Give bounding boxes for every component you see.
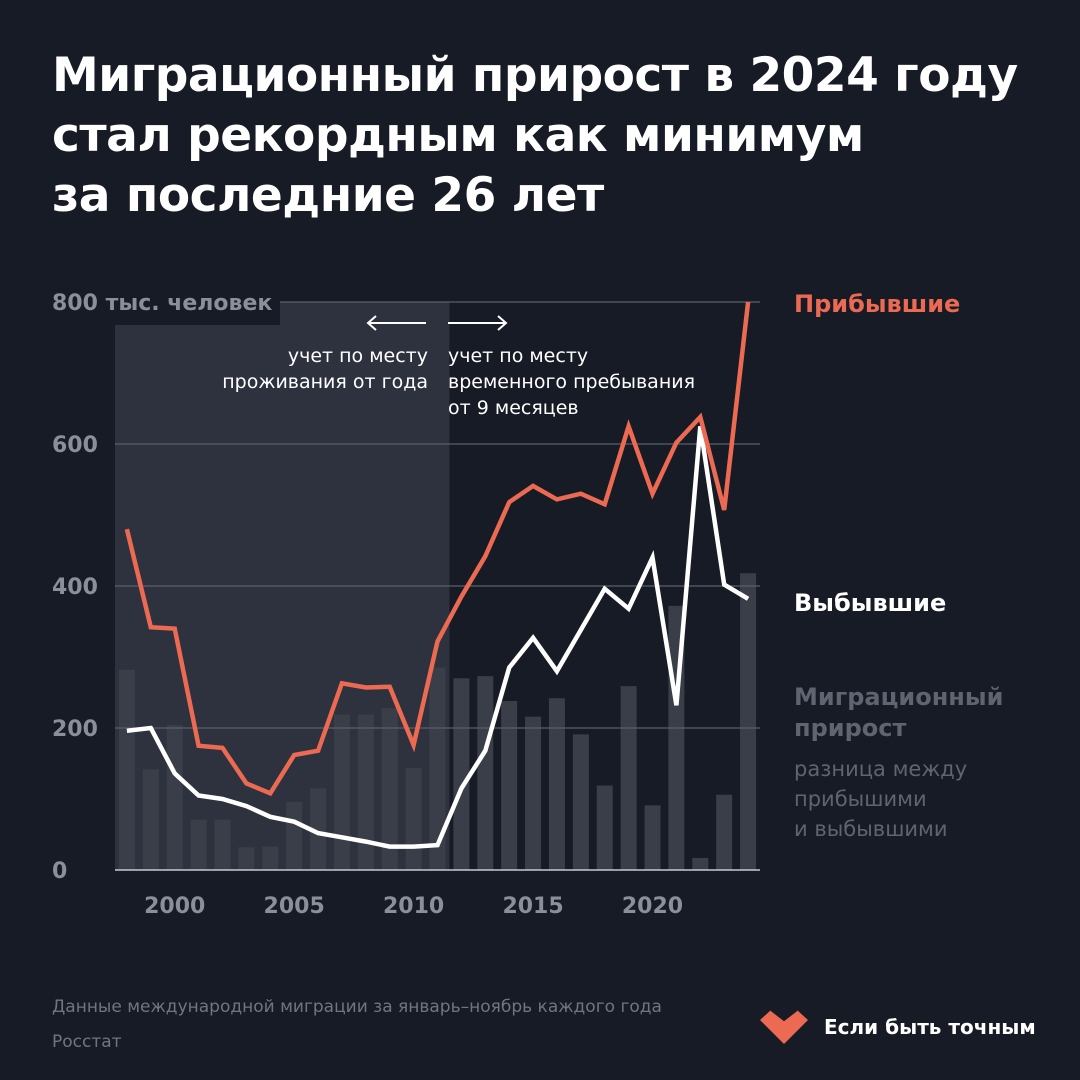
net-bar-1999 [142,769,159,870]
net-bar-2022 [692,857,709,870]
net-bar-2016 [548,698,565,870]
net-bar-2015 [525,716,542,870]
net-bar-2001 [190,819,207,870]
source-org: Росстат [52,1032,122,1052]
net-bar-2019 [620,686,637,870]
net-bar-2014 [501,701,518,870]
y-tick-label-200: 200 [52,717,98,742]
net-bar-2012 [453,678,470,870]
net-bar-1998 [118,669,135,870]
x-tick-label-2000: 2000 [144,894,205,919]
title-line-1: Миграционный прирост в 2024 году [52,48,1018,103]
net-bar-2008 [357,714,374,870]
arrow-left-icon [366,315,426,331]
legend-net-desc-2: прибышими [794,787,927,811]
net-bar-2020 [644,805,661,870]
net-bar-2023 [716,794,733,870]
net-bar-2004 [262,846,279,870]
net-bar-2010 [405,767,422,870]
net-bar-2024 [740,573,757,870]
source-notes: Данные международной миграции за январь–… [52,990,662,1060]
title-line-3: за последние 26 лет [52,168,604,223]
arrivals-line [124,301,751,797]
net-bar-2013 [477,676,494,870]
net-bar-2007 [333,714,350,870]
net-bar-2006 [310,788,327,870]
net-bar-2005 [286,801,303,870]
x-tick-label-2005: 2005 [264,894,325,919]
net-bar-2000 [166,725,183,870]
net-bar-2017 [572,734,589,870]
arrow-right-icon [448,315,508,331]
net-bar-2009 [381,708,398,870]
shaded-region [115,325,450,870]
departures-line [126,425,750,849]
net-bar-2003 [238,847,255,870]
title-line-2: стал рекордным как минимум [52,108,864,163]
annotation-left-line-1: учет по месту [288,345,428,367]
source-note: Данные международной миграции за январь–… [52,997,662,1017]
y-tick-label-0: 0 [52,859,67,884]
legend-net-title-2: прирост [794,714,906,742]
annotation-right-line-1: учет по месту [448,345,588,367]
legend-departures: Выбывшие [794,589,946,617]
annotation-left-line-2: проживания от года [222,371,428,393]
annotation-right-line-3: от 9 месяцев [448,397,579,419]
net-bar-2002 [214,819,231,870]
heart-logo-icon [760,1009,808,1044]
net-bar-2011 [429,667,446,870]
annotation-right-line-2: временного пребывания [448,371,695,393]
legend-net-desc-1: разница между [794,757,967,781]
x-tick-label-2010: 2010 [383,894,444,919]
legend-net-desc-3: и выбывшими [794,817,948,841]
y-tick-label-400: 400 [52,575,98,600]
y-tick-label-600: 600 [52,433,98,458]
x-tick-label-2020: 2020 [622,894,683,919]
legend-arrivals: Прибывшие [794,290,960,318]
legend-net-title-1: Миграционный [794,683,1003,711]
brand: Если быть точным [758,1008,1036,1046]
x-tick-label-2015: 2015 [502,894,563,919]
net-bar-2018 [596,785,613,870]
y-tick-label-800: 800 тыс. человек [52,291,272,316]
brand-name: Если быть точным [824,1015,1036,1039]
page-title: Миграционный прирост в 2024 году стал ре… [52,46,1052,226]
